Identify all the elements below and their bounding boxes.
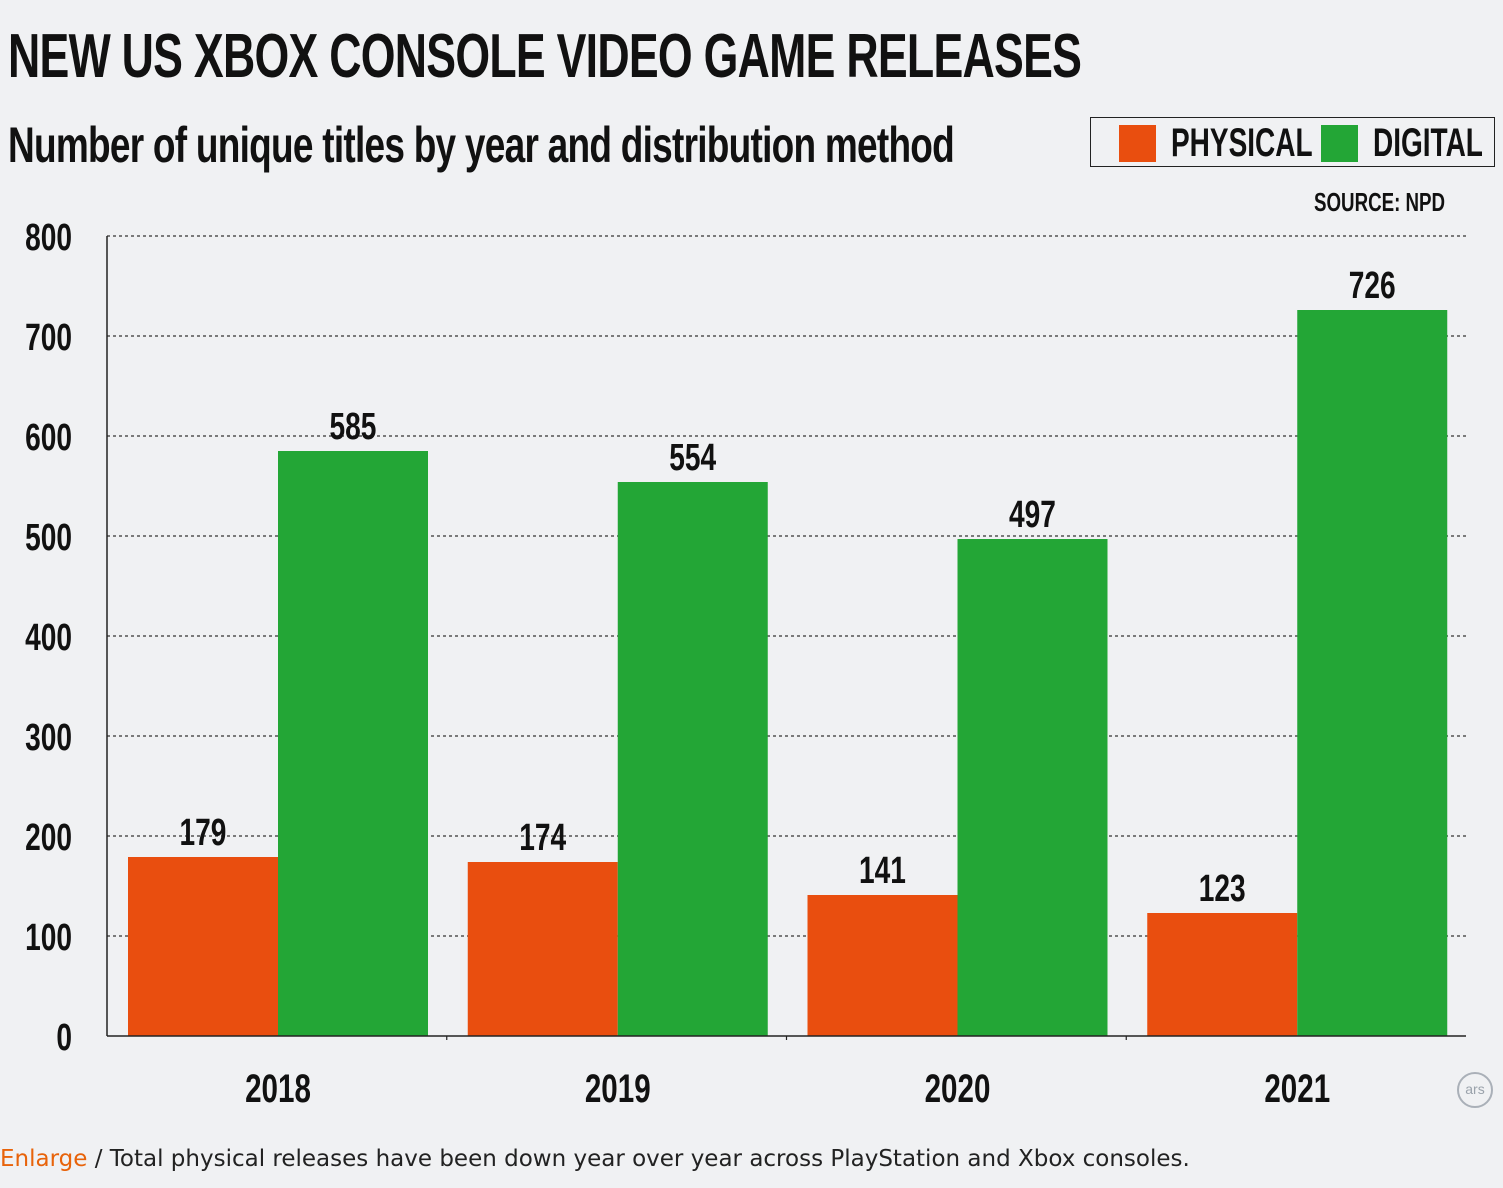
data-label-digital-2019: 554 [669, 437, 716, 479]
bar-digital-2021 [1297, 310, 1448, 1036]
legend-physical-swatch [1119, 125, 1156, 162]
x-tick-label-2020: 2020 [925, 1067, 991, 1111]
chart-subtitle: Number of unique titles by year and dist… [8, 117, 955, 173]
data-label-digital-2021: 726 [1349, 265, 1396, 307]
bar-physical-2020 [807, 895, 958, 1036]
y-tick-label-400: 400 [25, 617, 72, 659]
data-label-physical-2018: 179 [180, 812, 227, 854]
x-tick-label-2021: 2021 [1264, 1067, 1330, 1111]
bar-physical-2021 [1147, 913, 1298, 1036]
figure-caption: Enlarge / Total physical releases have b… [0, 1143, 1190, 1175]
ars-logo: ars [1457, 1072, 1493, 1108]
legend-digital-label: DIGITAL [1373, 121, 1483, 165]
y-tick-label-0: 0 [56, 1017, 72, 1059]
bar-digital-2019 [617, 482, 768, 1036]
bar-digital-2020 [957, 539, 1108, 1036]
enlarge-link[interactable]: Enlarge [0, 1146, 88, 1172]
chart-title: NEW US XBOX CONSOLE VIDEO GAME RELEASES [8, 22, 1082, 91]
data-label-physical-2019: 174 [519, 817, 566, 859]
y-tick-label-800: 800 [25, 217, 72, 259]
y-tick-label-100: 100 [25, 917, 72, 959]
bar-physical-2018 [128, 857, 278, 1036]
bar-digital-2018 [278, 451, 428, 1036]
y-tick-label-300: 300 [25, 717, 72, 759]
data-label-physical-2020: 141 [859, 850, 906, 892]
y-tick-label-500: 500 [25, 517, 72, 559]
caption-text: / Total physical releases have been down… [87, 1146, 1190, 1172]
legend-physical-label: PHYSICAL [1171, 121, 1313, 165]
bar-physical-2019 [467, 862, 618, 1036]
y-tick-label-200: 200 [25, 817, 72, 859]
legend-digital-swatch [1321, 125, 1358, 162]
x-tick-label-2018: 2018 [245, 1067, 311, 1111]
data-label-physical-2021: 123 [1199, 868, 1246, 910]
data-label-digital-2018: 585 [330, 406, 377, 448]
x-tick-label-2019: 2019 [585, 1067, 651, 1111]
bar-chart: 0 100 200 300 400 500 600 700 800 179 585 2018 174 55… [25, 217, 1466, 1111]
y-tick-label-700: 700 [25, 317, 72, 359]
source-note: SOURCE: NPD [1314, 187, 1446, 217]
data-label-digital-2020: 497 [1009, 494, 1056, 536]
y-tick-label-600: 600 [25, 417, 72, 459]
legend: PHYSICAL DIGITAL [1090, 117, 1495, 167]
